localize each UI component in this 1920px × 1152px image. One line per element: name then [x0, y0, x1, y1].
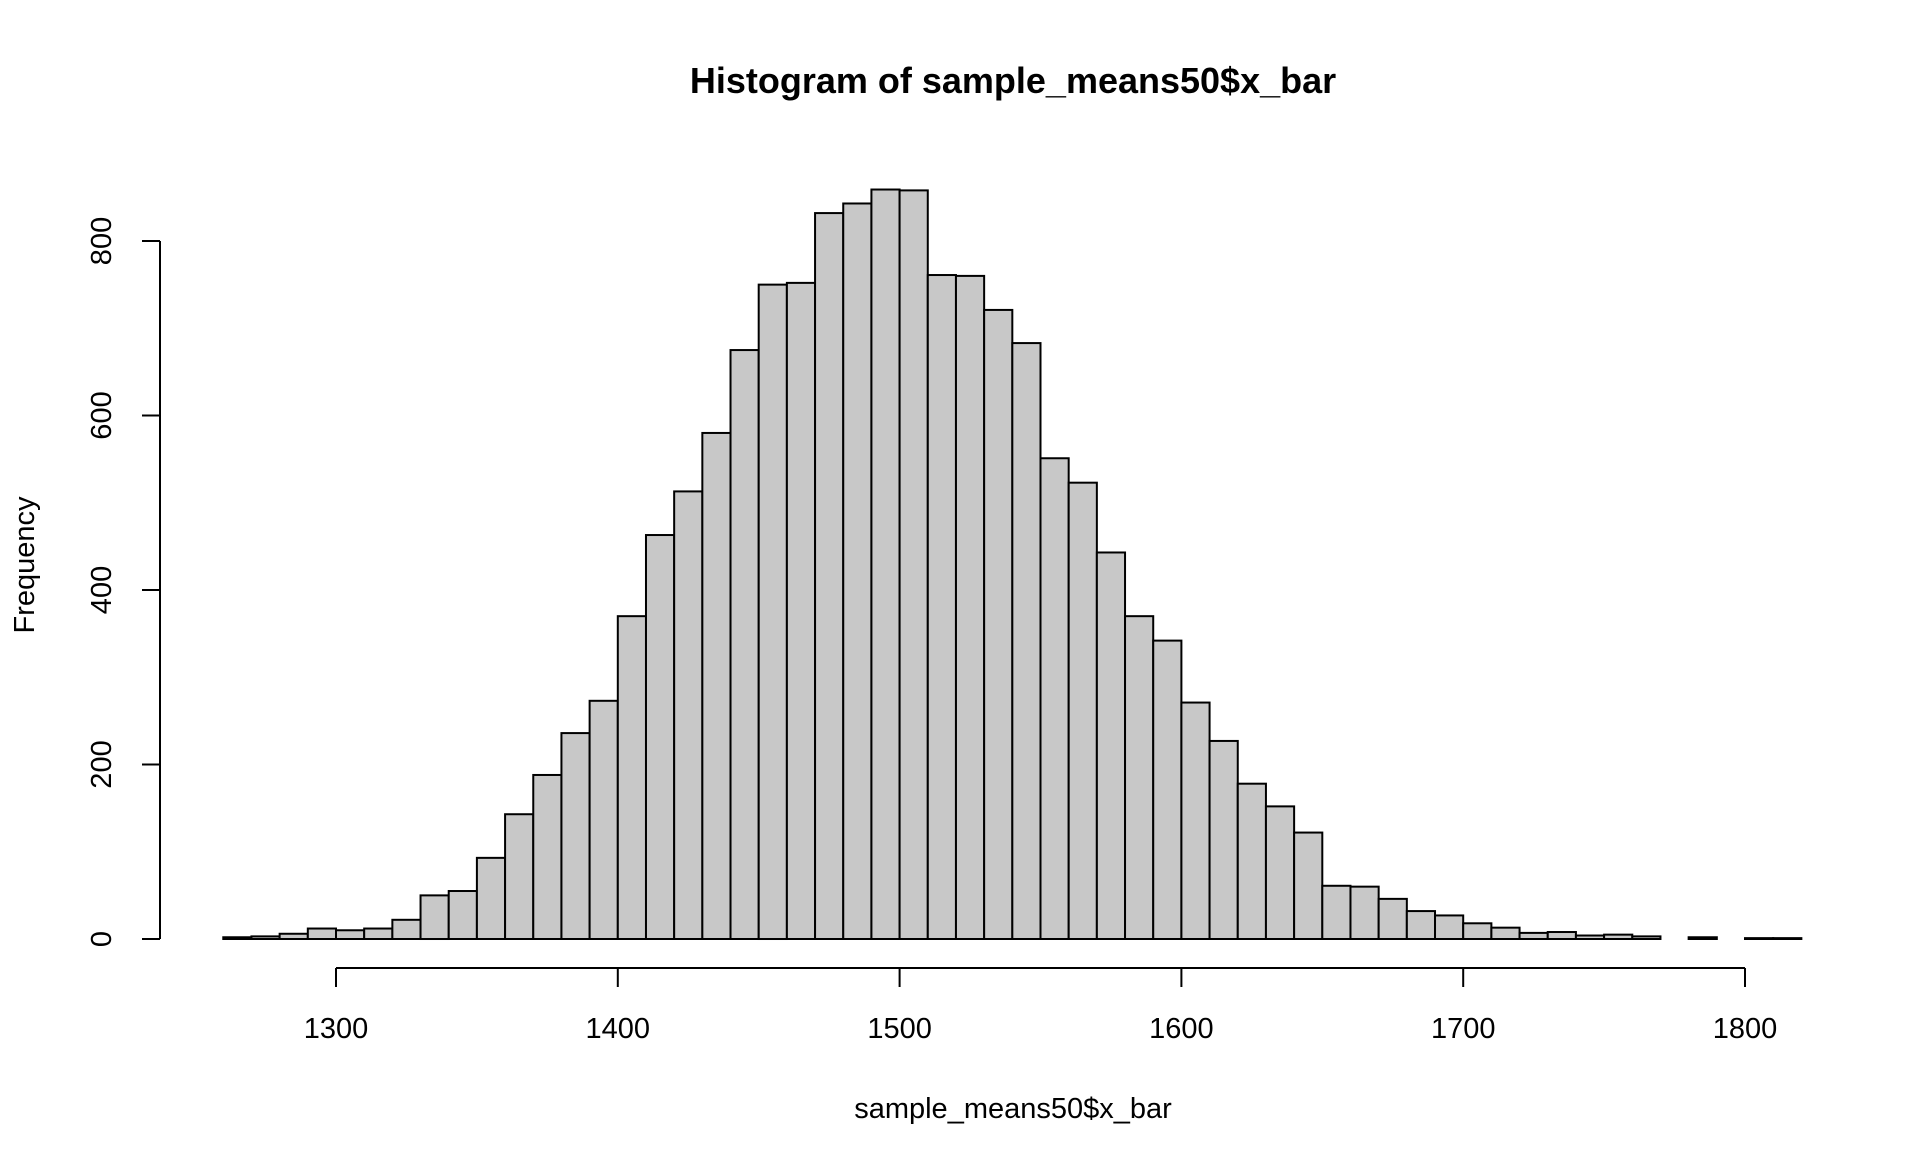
- histogram-bar: [1067, 481, 1098, 940]
- y-axis-title: Frequency: [9, 496, 41, 634]
- histogram-bar: [673, 490, 704, 940]
- histogram-bar: [419, 894, 450, 941]
- histogram-bar: [1236, 782, 1267, 940]
- y-tick-label: 400: [86, 566, 118, 614]
- histogram-bar: [870, 188, 901, 940]
- histogram-bar: [363, 927, 394, 941]
- histogram-bar: [1574, 934, 1606, 941]
- histogram-bar: [1405, 910, 1437, 941]
- histogram-bar: [560, 732, 591, 941]
- histogram-bar: [1095, 551, 1127, 940]
- histogram-bar: [278, 932, 309, 941]
- histogram-bar: [504, 813, 535, 940]
- histogram-bar: [1321, 884, 1352, 941]
- histogram-bar: [335, 929, 366, 941]
- histogram-bar: [1011, 342, 1042, 940]
- histogram-bar: [391, 918, 422, 940]
- histogram-bar: [1603, 933, 1634, 941]
- histogram-bar: [1546, 931, 1577, 941]
- histogram-bar: [306, 927, 338, 941]
- histogram-bar: [1518, 931, 1549, 941]
- histogram-bar: [644, 534, 676, 941]
- histogram-bar: [1349, 885, 1380, 941]
- histogram-bar: [1462, 922, 1493, 940]
- histogram-bar: [1631, 935, 1662, 941]
- histogram-bar: [1490, 926, 1521, 940]
- histogram-bar: [532, 773, 563, 940]
- x-tick-label: 1300: [304, 1013, 369, 1045]
- histogram-bars: [222, 188, 1803, 941]
- y-axis: 0 200 400 600 800: [86, 217, 161, 947]
- histogram-bar: [616, 615, 647, 940]
- x-axis: 1300 1400 1500 1600 1700 1800: [304, 967, 1778, 1045]
- y-tick-label: 600: [86, 391, 118, 439]
- histogram-bar: [447, 890, 478, 941]
- histogram-bar: [701, 431, 732, 940]
- histogram-bar: [588, 699, 619, 940]
- histogram-bar: [1124, 615, 1155, 940]
- x-tick-label: 1600: [1149, 1013, 1214, 1045]
- x-tick-label: 1400: [586, 1013, 651, 1045]
- x-axis-title: sample_means50$x_bar: [854, 1093, 1172, 1125]
- x-tick-label: 1800: [1713, 1013, 1778, 1045]
- histogram-bar: [983, 308, 1014, 940]
- histogram-bar: [729, 349, 760, 940]
- histogram-bar: [1293, 831, 1324, 940]
- y-tick-label: 200: [86, 740, 118, 788]
- histogram-bar: [842, 202, 873, 941]
- y-tick-label: 800: [86, 217, 118, 265]
- histogram-bar: [1377, 897, 1408, 940]
- histogram-bar: [785, 281, 817, 940]
- chart-title: Histogram of sample_means50$x_bar: [690, 60, 1336, 101]
- x-tick-label: 1500: [867, 1013, 932, 1045]
- histogram-bar: [757, 283, 788, 941]
- histogram-bar: [1772, 937, 1803, 941]
- histogram-bar: [1434, 914, 1465, 941]
- histogram-bar: [222, 936, 253, 940]
- histogram-bar: [475, 856, 507, 940]
- histogram-bar: [1744, 937, 1775, 941]
- histogram-bar: [954, 274, 986, 940]
- histogram-bar: [814, 212, 845, 940]
- histogram-bar: [1152, 639, 1183, 940]
- x-tick-label: 1700: [1431, 1013, 1496, 1045]
- histogram-bar: [1039, 457, 1070, 940]
- histogram-bar: [1264, 805, 1296, 940]
- histogram-bar: [1687, 936, 1718, 940]
- histogram-bar: [1180, 701, 1211, 940]
- histogram-bar: [926, 274, 957, 940]
- y-tick-label: 0: [86, 931, 118, 947]
- histogram-bar: [250, 935, 281, 941]
- histogram-bar: [1208, 739, 1239, 940]
- histogram-bar: [898, 189, 929, 940]
